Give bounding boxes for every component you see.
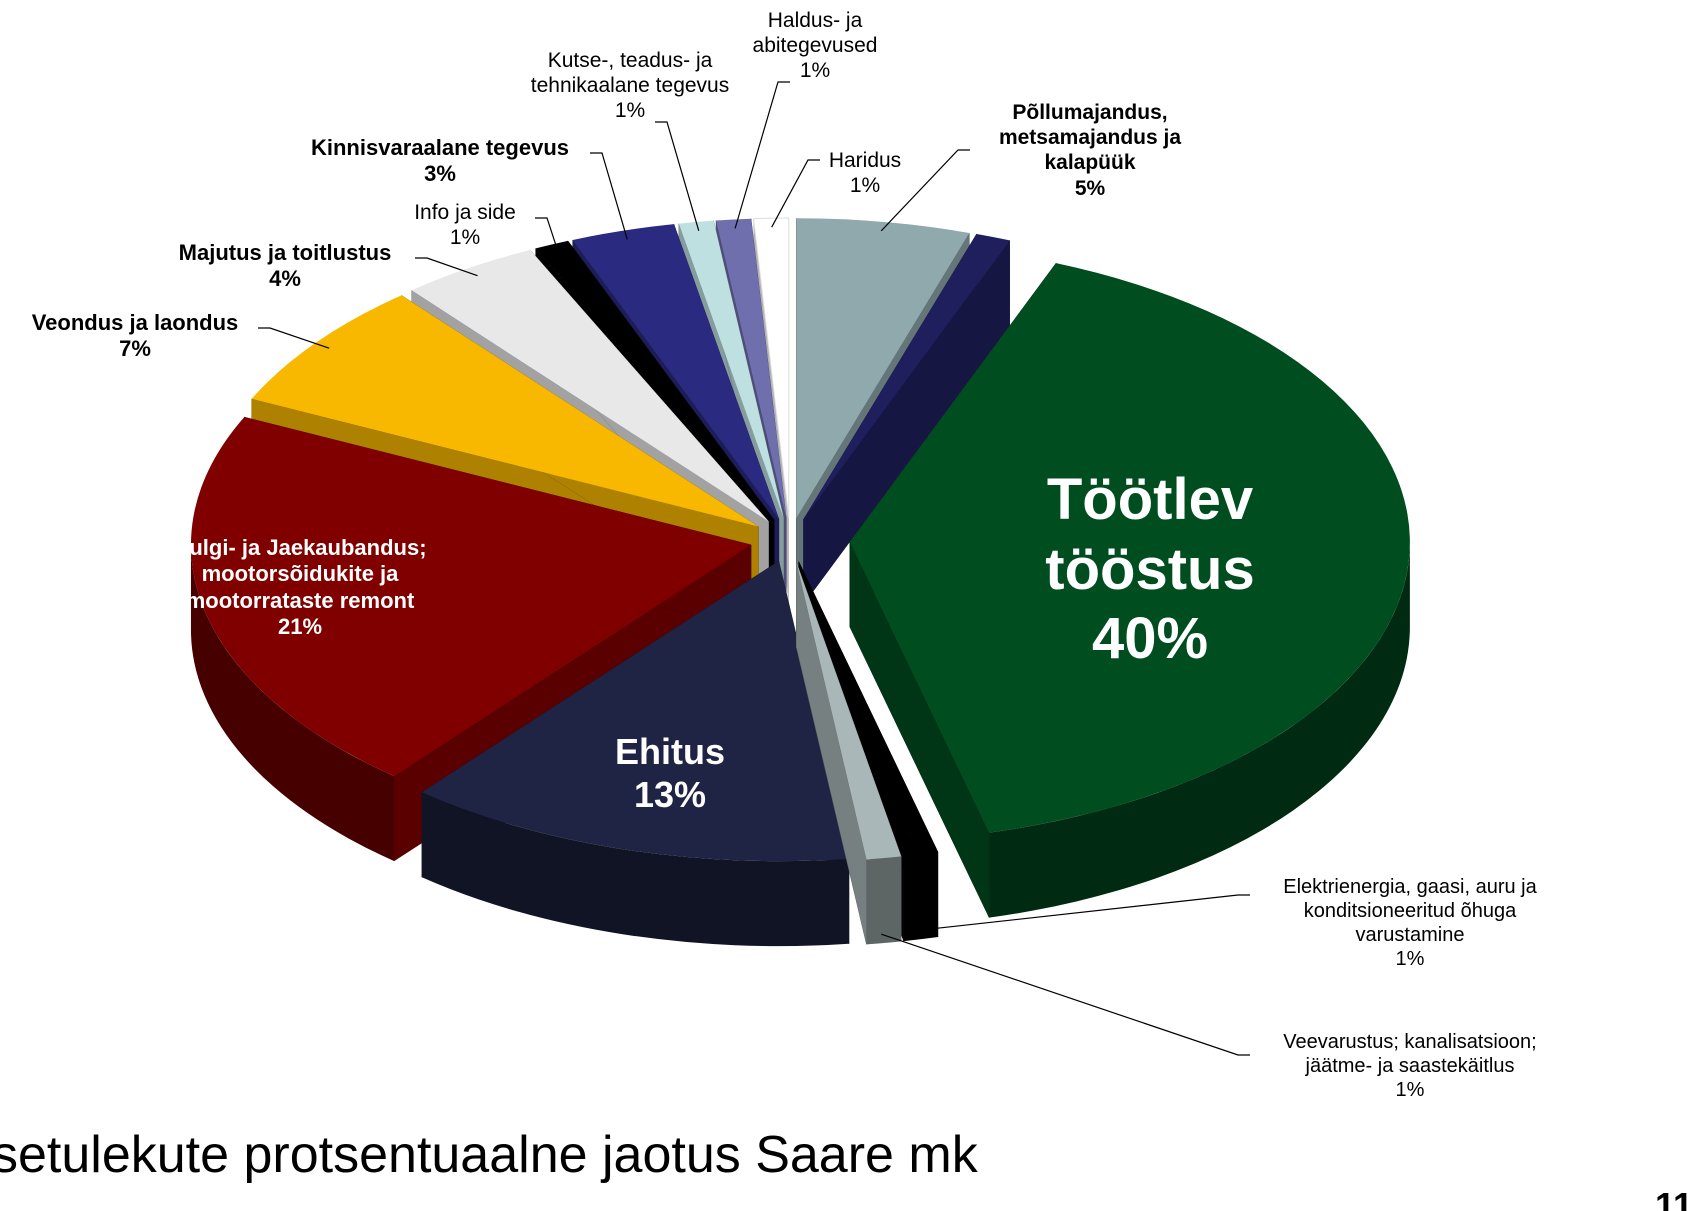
leader-line [415, 257, 478, 277]
slice [798, 561, 938, 857]
value-label: 1% [449, 226, 481, 250]
slice [535, 240, 775, 520]
slice [796, 561, 902, 860]
slice-label: Ehitus 13% [615, 730, 725, 816]
category-label: Kutse-, teadus- ja tehnikaalane tegevus [530, 49, 730, 98]
slice-label: Majutus ja toitlustus 4% [179, 240, 392, 293]
slice-side [866, 856, 902, 945]
leader-line [734, 81, 790, 229]
slice-label: Põllumajandus, metsamajandus ja kalapüük… [999, 100, 1181, 201]
value-label: 5% [1074, 176, 1106, 200]
slice [251, 295, 759, 527]
category-label: Haldus- ja abitegevused [752, 9, 878, 58]
category-label: Elektrienergia, gaasi, auru ja konditsio… [1283, 876, 1537, 946]
value-label: 1% [1395, 1079, 1425, 1101]
chart-title: setulekute protsentuaalne jaotus Saare m… [0, 1126, 978, 1184]
leader-line [881, 933, 1250, 1056]
category-label: Kinnisvaraalane tegevus [310, 135, 570, 160]
category-label: Veevarustus; kanalisatsioon; jäätme- ja … [1283, 1031, 1537, 1077]
value-label: 1% [849, 174, 881, 198]
slice-label: Info ja side 1% [414, 200, 516, 250]
leader-line [258, 327, 330, 349]
category-label: Põllumajandus, metsamajandus ja kalapüük [998, 101, 1182, 175]
slice-side [421, 792, 850, 947]
slice-label: Veevarustus; kanalisatsioon; jäätme- ja … [1283, 1030, 1537, 1102]
slice-label: Elektrienergia, gaasi, auru ja konditsio… [1283, 875, 1536, 971]
slice-side [989, 542, 1410, 918]
slice-label: Kinnisvaraalane tegevus 3% [311, 135, 569, 188]
leader-line [590, 152, 628, 240]
slice-label: Hulgi- ja Jaekaubandus; mootorsõidukite … [173, 535, 426, 641]
slice-side [903, 852, 938, 942]
category-label: Haridus [828, 149, 902, 172]
category-label: Info ja side [414, 201, 516, 224]
category-label: Ehitus [614, 731, 726, 772]
slice [849, 263, 1410, 833]
slice-side [190, 544, 395, 861]
leader-line [880, 149, 970, 232]
leader-line [917, 894, 1250, 932]
slice-label: Kutse-, teadus- ja tehnikaalane tegevus 1… [531, 48, 730, 124]
slice-label: Haldus- ja abitegevused 1% [753, 8, 878, 84]
value-label: 13% [633, 774, 707, 816]
slice [190, 417, 751, 776]
slice-label: Veondus ja laondus 7% [32, 310, 239, 363]
category-label: Hulgi- ja Jaekaubandus; mootorsõidukite … [173, 535, 427, 613]
leader-line [655, 121, 700, 232]
value-label: 1% [614, 99, 646, 123]
slice [421, 561, 850, 862]
slice-label: Haridus 1% [829, 148, 901, 198]
slice [753, 217, 790, 519]
value-label: 7% [119, 336, 151, 362]
value-label: 3% [424, 161, 456, 187]
leader-line [771, 159, 820, 228]
page-number: 11 [1655, 1185, 1694, 1211]
slice [572, 224, 779, 519]
slice [411, 249, 769, 522]
category-label: Töötlev tööstus [1045, 467, 1255, 602]
slice [803, 233, 1010, 520]
value-label: 1% [1395, 948, 1425, 970]
leader-line [535, 217, 559, 253]
slice [716, 218, 787, 519]
slice [678, 220, 784, 519]
slice-label: Töötlev tööstus 40% [1045, 465, 1254, 674]
slice [796, 218, 970, 519]
value-label: 21% [277, 614, 323, 640]
category-label: Majutus ja toitlustus [178, 240, 392, 265]
value-label: 1% [799, 59, 831, 83]
value-label: 4% [269, 266, 301, 292]
value-label: 40% [1091, 606, 1209, 672]
category-label: Veondus ja laondus [31, 310, 239, 335]
